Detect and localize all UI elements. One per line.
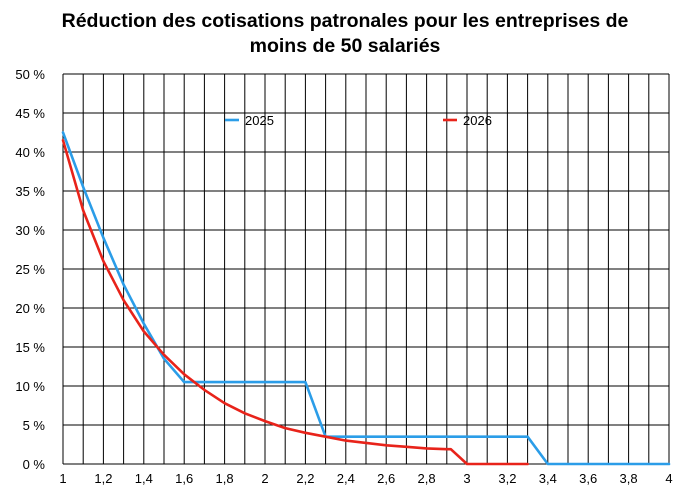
x-tick-label: 3 [463, 471, 470, 486]
y-tick-label: 35 % [15, 184, 45, 199]
chart-title: Réduction des cotisations patronales pou… [40, 9, 650, 59]
x-tick-label: 2,4 [337, 471, 355, 486]
x-tick-label: 2,6 [377, 471, 395, 486]
x-tick-label: 1,6 [175, 471, 193, 486]
x-tick-label: 3,8 [620, 471, 638, 486]
x-tick-label: 3,4 [539, 471, 557, 486]
y-tick-label: 15 % [15, 340, 45, 355]
x-tick-label: 3,6 [579, 471, 597, 486]
y-tick-label: 10 % [15, 379, 45, 394]
y-tick-label: 25 % [15, 262, 45, 277]
x-tick-label: 4 [665, 471, 672, 486]
legend-label-2025: 2025 [245, 113, 274, 128]
x-tick-label: 2,2 [296, 471, 314, 486]
x-tick-label: 1,8 [216, 471, 234, 486]
y-tick-label: 20 % [15, 301, 45, 316]
x-tick-label: 1 [59, 471, 66, 486]
series-line-2025 [61, 131, 671, 466]
x-tick-label: 1,4 [135, 471, 153, 486]
y-tick-label: 45 % [15, 106, 45, 121]
x-tick-label: 2 [261, 471, 268, 486]
y-tick-label: 5 % [23, 418, 46, 433]
chart-title-line2: moins de 50 salariés [249, 35, 441, 57]
x-tick-label: 1,2 [94, 471, 112, 486]
x-tick-label: 2,8 [418, 471, 436, 486]
y-tick-label: 40 % [15, 145, 45, 160]
x-tick-label: 3,2 [498, 471, 516, 486]
chart-title-line1: Réduction des cotisations patronales pou… [61, 10, 629, 32]
y-tick-label: 0 % [23, 457, 46, 472]
legend-label-2026: 2026 [463, 113, 492, 128]
y-tick-label: 50 % [15, 67, 45, 82]
series-line-2026 [61, 139, 529, 466]
y-tick-label: 30 % [15, 223, 45, 238]
